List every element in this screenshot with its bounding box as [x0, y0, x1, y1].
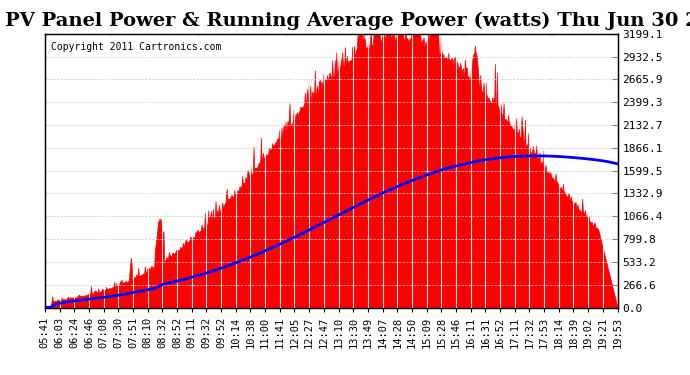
Text: Copyright 2011 Cartronics.com: Copyright 2011 Cartronics.com: [50, 42, 221, 52]
Text: Total PV Panel Power & Running Average Power (watts) Thu Jun 30 20:14: Total PV Panel Power & Running Average P…: [0, 11, 690, 30]
